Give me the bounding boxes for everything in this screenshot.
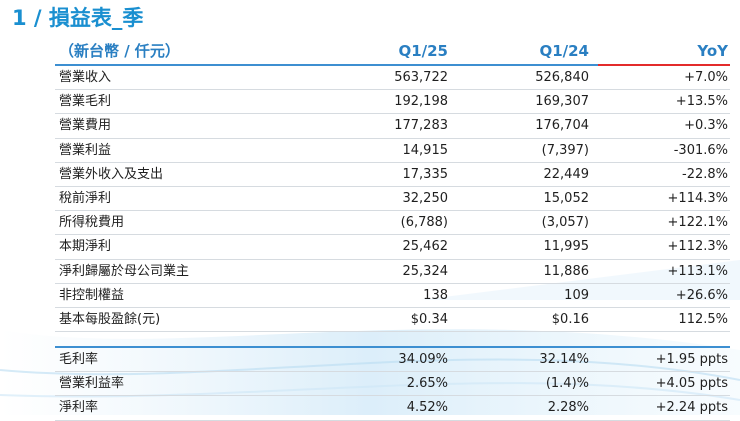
cell-yoy: +112.3% xyxy=(667,239,728,255)
income-statement-table: （新台幣 / 仟元） Q1/25 Q1/24 YoY 營業收入 563,722 52… xyxy=(55,38,730,421)
col-header-yoy: YoY xyxy=(697,42,728,60)
table-row: 稅前淨利 32,250 15,052 +114.3% xyxy=(55,187,730,212)
data-rows: 營業收入 563,722 526,840 +7.0% 營業毛利 192,198 169,30… xyxy=(55,66,730,333)
cell-q1-25: 32,250 xyxy=(402,190,449,206)
cell-q1-25: 14,915 xyxy=(402,142,449,158)
cell-q1-24: 526,840 xyxy=(535,70,589,85)
cell-q1-24: $0.16 xyxy=(551,311,589,327)
cell-yoy: +113.1% xyxy=(667,263,728,279)
cell-q1-25: 563,722 xyxy=(394,70,448,85)
cell-q1-25: 25,324 xyxy=(402,263,449,279)
table-row: 本期淨利 25,462 11,995 +112.3% xyxy=(55,235,730,260)
cell-yoy: 112.5% xyxy=(678,311,728,327)
cell-q1-24: 11,995 xyxy=(543,239,590,255)
cell-q1-24: (3,057) xyxy=(541,215,589,231)
ratio-rows: 毛利率 34.09% 32.14% +1.95 ppts 營業利益率 2.65% (1.4)… xyxy=(55,348,730,421)
row-label: 毛利率 xyxy=(59,352,99,368)
table-row: 營業利益率 2.65% (1.4)% +4.05 ppts xyxy=(55,372,730,397)
cell-q1-25: $0.34 xyxy=(410,311,448,327)
table-row: 營業毛利 192,198 169,307 +13.5% xyxy=(55,90,730,115)
row-label: 營業毛利 xyxy=(59,94,112,110)
row-label: 營業利益率 xyxy=(59,376,125,392)
cell-q1-25: 2.65% xyxy=(406,376,448,392)
cell-q1-25: 34.09% xyxy=(398,352,448,368)
table-row: 營業外收入及支出 17,335 22,449 -22.8% xyxy=(55,163,730,187)
row-label: 所得稅費用 xyxy=(59,215,125,231)
cell-q1-24: 15,052 xyxy=(543,190,590,206)
table-row: 營業費用 177,283 176,704 +0.3% xyxy=(55,114,730,139)
cell-q1-24: 109 xyxy=(564,287,589,303)
row-label: 稅前淨利 xyxy=(59,190,112,206)
cell-yoy: +7.0% xyxy=(684,70,728,85)
cell-q1-25: 25,462 xyxy=(402,239,449,255)
cell-q1-25: 17,335 xyxy=(402,166,449,182)
table-row: 所得稅費用 (6,788) (3,057) +122.1% xyxy=(55,211,730,236)
cell-q1-24: 32.14% xyxy=(539,352,589,368)
table-header-row: （新台幣 / 仟元） Q1/25 Q1/24 YoY xyxy=(55,38,730,66)
cell-yoy: +13.5% xyxy=(675,94,728,110)
row-label: 非控制權益 xyxy=(59,287,125,303)
row-label: 營業收入 xyxy=(59,70,112,85)
col-header-q1-25: Q1/25 xyxy=(398,42,448,60)
cell-yoy: +0.3% xyxy=(684,118,728,134)
cell-q1-24: (1.4)% xyxy=(545,376,589,392)
row-label: 營業費用 xyxy=(59,118,112,134)
table-row: 淨利率 4.52% 2.28% +2.24 ppts xyxy=(55,396,730,421)
row-label: 營業外收入及支出 xyxy=(59,166,164,182)
cell-q1-24: (7,397) xyxy=(541,142,589,158)
cell-yoy: +1.95 ppts xyxy=(655,352,728,368)
yoy-underline xyxy=(598,64,730,66)
section-divider xyxy=(55,332,730,349)
cell-q1-25: 4.52% xyxy=(406,400,448,416)
col-header-q1-24: Q1/24 xyxy=(539,42,589,60)
row-label: 營業利益 xyxy=(59,142,112,158)
cell-q1-25: (6,788) xyxy=(400,215,448,231)
table-row: 營業收入 563,722 526,840 +7.0% xyxy=(55,66,730,91)
cell-q1-24: 11,886 xyxy=(543,263,590,279)
row-label: 淨利歸屬於母公司業主 xyxy=(59,263,190,279)
cell-q1-25: 138 xyxy=(423,287,448,303)
cell-yoy: +122.1% xyxy=(667,215,728,231)
table-row: 非控制權益 138 109 +26.6% xyxy=(55,284,730,308)
cell-yoy: -301.6% xyxy=(673,142,728,158)
cell-yoy: -22.8% xyxy=(682,166,728,182)
row-label: 本期淨利 xyxy=(59,239,112,255)
table-row: 毛利率 34.09% 32.14% +1.95 ppts xyxy=(55,348,730,373)
table-row: 基本每股盈餘(元) $0.34 $0.16 112.5% xyxy=(55,308,730,333)
cell-q1-24: 176,704 xyxy=(535,118,589,134)
cell-yoy: +26.6% xyxy=(675,287,728,303)
table-row: 淨利歸屬於母公司業主 25,324 11,886 +113.1% xyxy=(55,260,730,284)
cell-yoy: +4.05 ppts xyxy=(655,376,728,392)
table-row: 營業利益 14,915 (7,397) -301.6% xyxy=(55,139,730,163)
row-label: 基本每股盈餘(元) xyxy=(59,311,161,327)
cell-yoy: +114.3% xyxy=(667,190,728,206)
cell-q1-25: 177,283 xyxy=(394,118,448,134)
row-label: 淨利率 xyxy=(59,400,99,416)
cell-yoy: +2.24 ppts xyxy=(655,400,728,416)
unit-header: （新台幣 / 仟元） xyxy=(59,42,180,60)
cell-q1-25: 192,198 xyxy=(394,94,448,110)
cell-q1-24: 2.28% xyxy=(547,400,589,416)
cell-q1-24: 169,307 xyxy=(535,94,589,110)
cell-q1-24: 22,449 xyxy=(543,166,590,182)
page-title: 1 / 損益表_季 xyxy=(12,6,144,30)
